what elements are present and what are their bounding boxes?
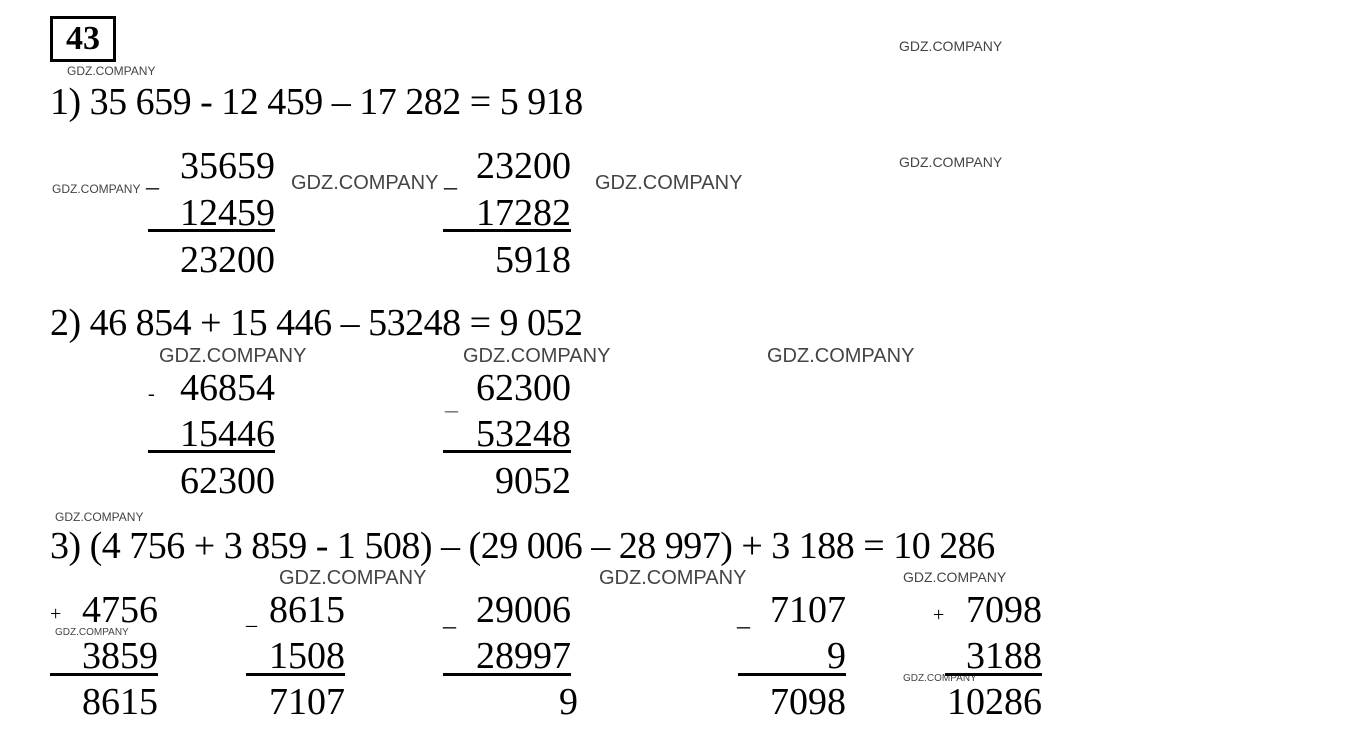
watermark: GDZ.COMPANY [595,172,743,194]
watermark: GDZ.COMPANY [899,154,1003,170]
subtrahend: 12459 [180,192,275,234]
equation-1: 1) 35 659 - 12 459 – 17 282 = 5 918 [50,81,583,123]
watermark: GDZ.COMPANY [279,567,427,589]
result: 23200 [180,239,275,281]
subtrahend: 28997 [476,635,571,677]
addend: 46854 [180,367,275,409]
watermark: GDZ.COMPANY [903,673,977,684]
minus-sign: – [444,172,457,201]
subtrahend: 9 [827,635,846,677]
minuend: 62300 [476,367,571,409]
minus-sign: _ [443,602,456,631]
subtrahend: 1508 [269,635,345,677]
subtrahend: 53248 [476,413,571,455]
minuend: 35659 [180,145,275,187]
result-line [738,673,846,676]
result-line [443,673,571,676]
result: 9 [559,681,578,723]
minus-sign: - [148,383,155,405]
result-line [246,673,345,676]
result: 10286 [947,681,1042,723]
minuend: 8615 [269,589,345,631]
minus-sign: _ [445,386,458,415]
result: 8615 [82,681,158,723]
watermark: GDZ.COMPANY [159,345,307,367]
watermark: GDZ.COMPANY [463,345,611,367]
addend: 3859 [82,635,158,677]
minuend: 29006 [476,589,571,631]
watermark: GDZ.COMPANY [767,345,915,367]
watermark: GDZ.COMPANY [55,627,129,638]
watermark: GDZ.COMPANY [55,510,144,524]
addend: 15446 [180,413,275,455]
addend: 4756 [82,589,158,631]
watermark: GDZ.COMPANY [67,64,156,78]
watermark: GDZ.COMPANY [903,569,1007,585]
equation-3: 3) (4 756 + 3 859 - 1 508) – (29 006 – 2… [50,525,995,567]
task-number: 43 [50,16,116,62]
result-line [945,673,1042,676]
minus-sign: _ [737,602,750,631]
result: 62300 [180,460,275,502]
addend: 3188 [966,635,1042,677]
plus-sign: + [933,604,945,626]
result-line [50,673,158,676]
watermark: GDZ.COMPANY [52,182,141,196]
result-line [148,229,275,232]
watermark: GDZ.COMPANY [599,567,747,589]
minuend: 23200 [476,145,571,187]
result: 9052 [495,460,571,502]
minuend: 7107 [770,589,846,631]
result-line [443,229,571,232]
equation-2: 2) 46 854 + 15 446 – 53248 = 9 052 [50,302,583,344]
plus-sign: + [50,603,62,625]
watermark: GDZ.COMPANY [899,38,1003,54]
addend: 7098 [966,589,1042,631]
watermark: GDZ.COMPANY [291,172,439,194]
minus-sign: – [146,172,159,201]
result-line [148,450,275,453]
minus-sign: _ [246,604,257,629]
subtrahend: 17282 [476,192,571,234]
result: 7107 [269,681,345,723]
result: 7098 [770,681,846,723]
result-line [443,450,571,453]
result: 5918 [495,239,571,281]
